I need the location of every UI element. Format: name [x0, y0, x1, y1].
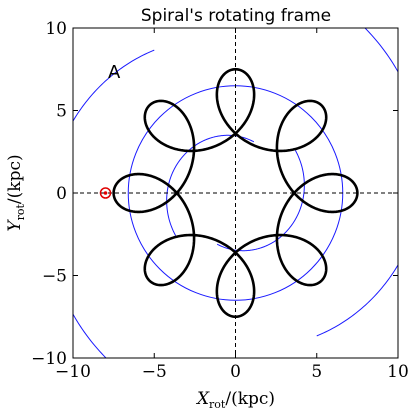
y-tick-label: −10 — [31, 349, 67, 369]
start-marker — [99, 187, 112, 199]
x-tick-label: −5 — [142, 362, 167, 382]
start-marker-dot — [103, 191, 108, 195]
spiral-outer-arc — [73, 49, 155, 358]
orbit-path — [112, 67, 359, 319]
spiral-outer-arc — [316, 28, 398, 337]
y-tick-label: −5 — [42, 267, 67, 287]
chart-title: Spiral's rotating frame — [141, 6, 331, 26]
y-tick-label: 10 — [45, 19, 67, 39]
start-marker-ring — [99, 187, 112, 199]
panel-label: A — [108, 62, 121, 83]
x-tick-label: 0 — [230, 362, 241, 382]
y-axis-label: Yrot/(kpc) — [5, 154, 27, 231]
y-tick-label: 5 — [56, 102, 67, 122]
plot-area — [73, 28, 398, 358]
x-axis-label: Xrot/(kpc) — [195, 389, 275, 411]
x-tick-label: 10 — [387, 362, 409, 382]
x-tick-label: 5 — [311, 362, 322, 382]
reference-line-layer — [73, 28, 398, 358]
y-tick-label: 0 — [56, 184, 67, 204]
x-tick-label: −10 — [55, 362, 91, 382]
tick-layer: −10 −5 0 5 10 −10 −5 0 5 10 — [31, 19, 409, 382]
